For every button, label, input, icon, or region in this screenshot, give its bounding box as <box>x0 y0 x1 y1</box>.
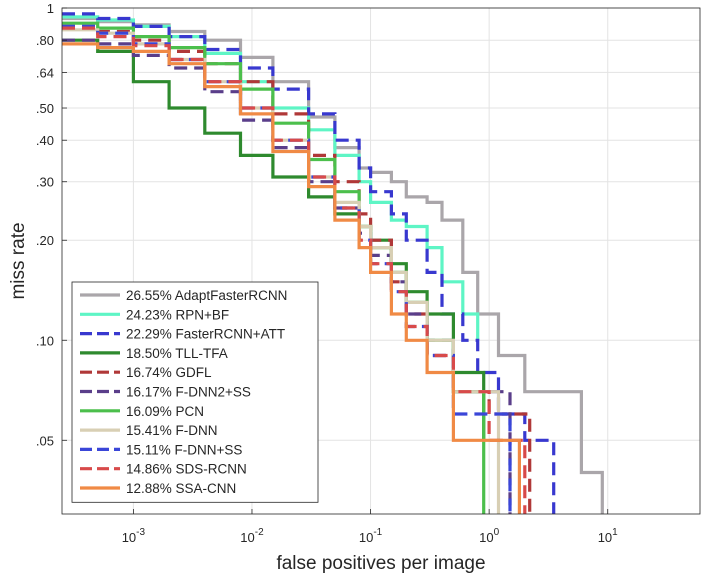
series-group <box>62 12 604 514</box>
y-axis-label: miss rate <box>8 222 29 299</box>
plot-area <box>62 12 604 514</box>
y-tick-label: .05 <box>36 433 54 448</box>
y-tick-label: .40 <box>36 133 54 148</box>
series-line-0 <box>62 16 604 514</box>
legend-box <box>71 281 319 503</box>
x-tick-exponent: 0 <box>494 527 500 538</box>
x-tick-label: 10-3 <box>122 527 146 545</box>
legend-entry-9: 14.86% SDS-RCNN <box>126 462 247 477</box>
legend-entry-10: 12.88% SSA-CNN <box>126 481 236 496</box>
x-tick-base: 10 <box>122 530 136 545</box>
x-tick-exponent: -1 <box>373 527 382 538</box>
x-tick-exponent: 1 <box>612 527 618 538</box>
x-tick-label: 100 <box>479 527 499 545</box>
x-tick-base: 10 <box>240 530 254 545</box>
legend-entry-1: 24.23% RPN+BF <box>126 307 229 322</box>
x-axis-ticks: 10-3 10-2 10-1 100 101 <box>122 509 618 545</box>
x-tick-exponent: -2 <box>255 527 264 538</box>
y-axis-ticks: 1 .80 .64 .50 .40 .30 .20 .10 .05 <box>36 1 67 448</box>
legend-entry-5: 16.17% F-DNN2+SS <box>126 385 251 400</box>
x-tick-exponent: -3 <box>136 527 145 538</box>
x-tick-base: 10 <box>598 530 612 545</box>
axes-box <box>61 7 701 515</box>
y-tick-label: .30 <box>36 175 54 190</box>
legend-entry-8: 15.11% F-DNN+SS <box>126 442 242 457</box>
legend-entry-6: 16.09% PCN <box>126 404 204 419</box>
y-tick-label: .64 <box>36 65 54 80</box>
legend-entry-0: 26.55% AdaptFasterRCNN <box>126 288 287 303</box>
y-tick-label: .20 <box>36 233 54 248</box>
legend-entry-2: 22.29% FasterRCNN+ATT <box>126 327 285 342</box>
legend-entry-3: 18.50% TLL-TFA <box>126 346 228 361</box>
x-tick-label: 101 <box>598 527 618 545</box>
x-tick-base: 10 <box>479 530 493 545</box>
y-tick-label: .80 <box>36 33 54 48</box>
x-tick-base: 10 <box>359 530 373 545</box>
y-tick-label: 1 <box>47 1 54 16</box>
x-axis-label: false positives per image <box>276 553 485 574</box>
x-tick-label: 10-2 <box>240 527 264 545</box>
y-tick-label: .10 <box>36 333 54 348</box>
legend-entry-7: 15.41% F-DNN <box>126 423 218 438</box>
legend: 26.55% AdaptFasterRCNN 24.23% RPN+BF 22.29… <box>71 281 319 503</box>
legend-entry-4: 16.74% GDFL <box>126 365 212 380</box>
y-tick-label: .50 <box>36 101 54 116</box>
x-tick-label: 10-1 <box>359 527 383 545</box>
series-line-2 <box>62 12 556 514</box>
series-line-10 <box>62 42 521 514</box>
